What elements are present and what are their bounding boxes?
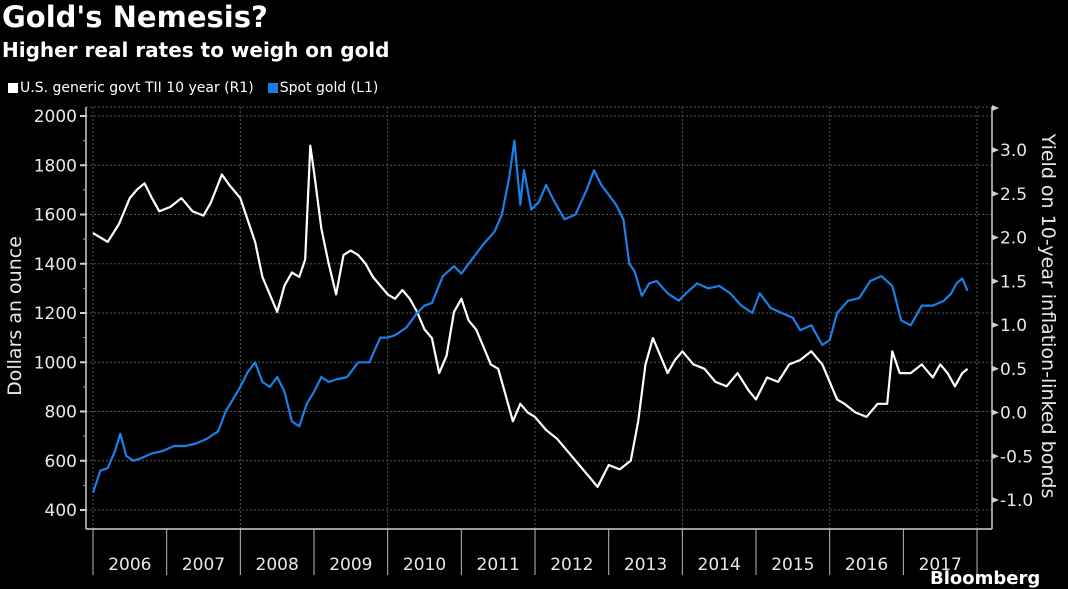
y-tick-label-right: -0.5 <box>1000 447 1033 467</box>
y-axis-right-title: Yield on 10-year inflation-linked bonds <box>1037 133 1059 499</box>
y-tick-label-left: 600 <box>45 452 77 472</box>
x-tick-label: 2008 <box>256 555 299 575</box>
y-tick-right-top <box>992 105 999 111</box>
x-tick-label: 2016 <box>845 555 888 575</box>
y-tick-label-left: 1000 <box>34 353 77 373</box>
y-tick-label-right: 1.0 <box>1000 316 1027 336</box>
y-tick-label-right: -1.0 <box>1000 491 1033 511</box>
y-tick-right <box>992 322 999 328</box>
y-tick-label-left: 1400 <box>34 255 77 275</box>
y-tick-right <box>992 410 999 416</box>
axes: 400 600 800 1000 1200 1400 1600 1800 2000 -1.0 -0.… <box>34 105 1033 575</box>
series-line-spot-gold <box>93 141 968 493</box>
x-tick-label: 2007 <box>182 555 225 575</box>
y-tick-label-left: 800 <box>45 403 77 423</box>
y-tick-right <box>992 235 999 241</box>
y-tick-label-right: 3.0 <box>1000 141 1027 161</box>
x-tick-label: 2006 <box>108 555 151 575</box>
x-tick-label: 2014 <box>698 555 741 575</box>
y-tick-label-right: 2.5 <box>1000 185 1027 205</box>
y-axis-left-title: Dollars an ounce <box>4 236 26 396</box>
y-tick-label-right: 0.0 <box>1000 404 1027 424</box>
y-tick-label-left: 400 <box>45 501 77 521</box>
y-tick-label-right: 2.0 <box>1000 229 1027 249</box>
source-label: Bloomberg <box>930 568 1040 589</box>
y-tick-label-left: 2000 <box>34 107 77 127</box>
x-tick-label: 2013 <box>624 555 667 575</box>
y-tick-right <box>992 191 999 197</box>
x-tick-label: 2009 <box>329 555 372 575</box>
y-tick-right <box>992 278 999 284</box>
x-tick-label: 2015 <box>771 555 814 575</box>
y-tick-right <box>992 497 999 503</box>
x-tick-label: 2011 <box>477 555 520 575</box>
y-tick-label-left: 1600 <box>34 206 77 226</box>
y-tick-label-left: 1800 <box>34 156 77 176</box>
y-tick-label-right: 1.5 <box>1000 272 1027 292</box>
x-tick-label: 2010 <box>403 555 446 575</box>
y-tick-label-right: 0.5 <box>1000 360 1027 380</box>
y-tick-right <box>992 147 999 153</box>
x-tick-label: 2012 <box>550 555 593 575</box>
series-layer <box>93 141 968 493</box>
y-tick-label-left: 1200 <box>34 304 77 324</box>
y-tick-right <box>992 453 999 459</box>
grid <box>86 107 992 529</box>
y-tick-right <box>992 366 999 372</box>
